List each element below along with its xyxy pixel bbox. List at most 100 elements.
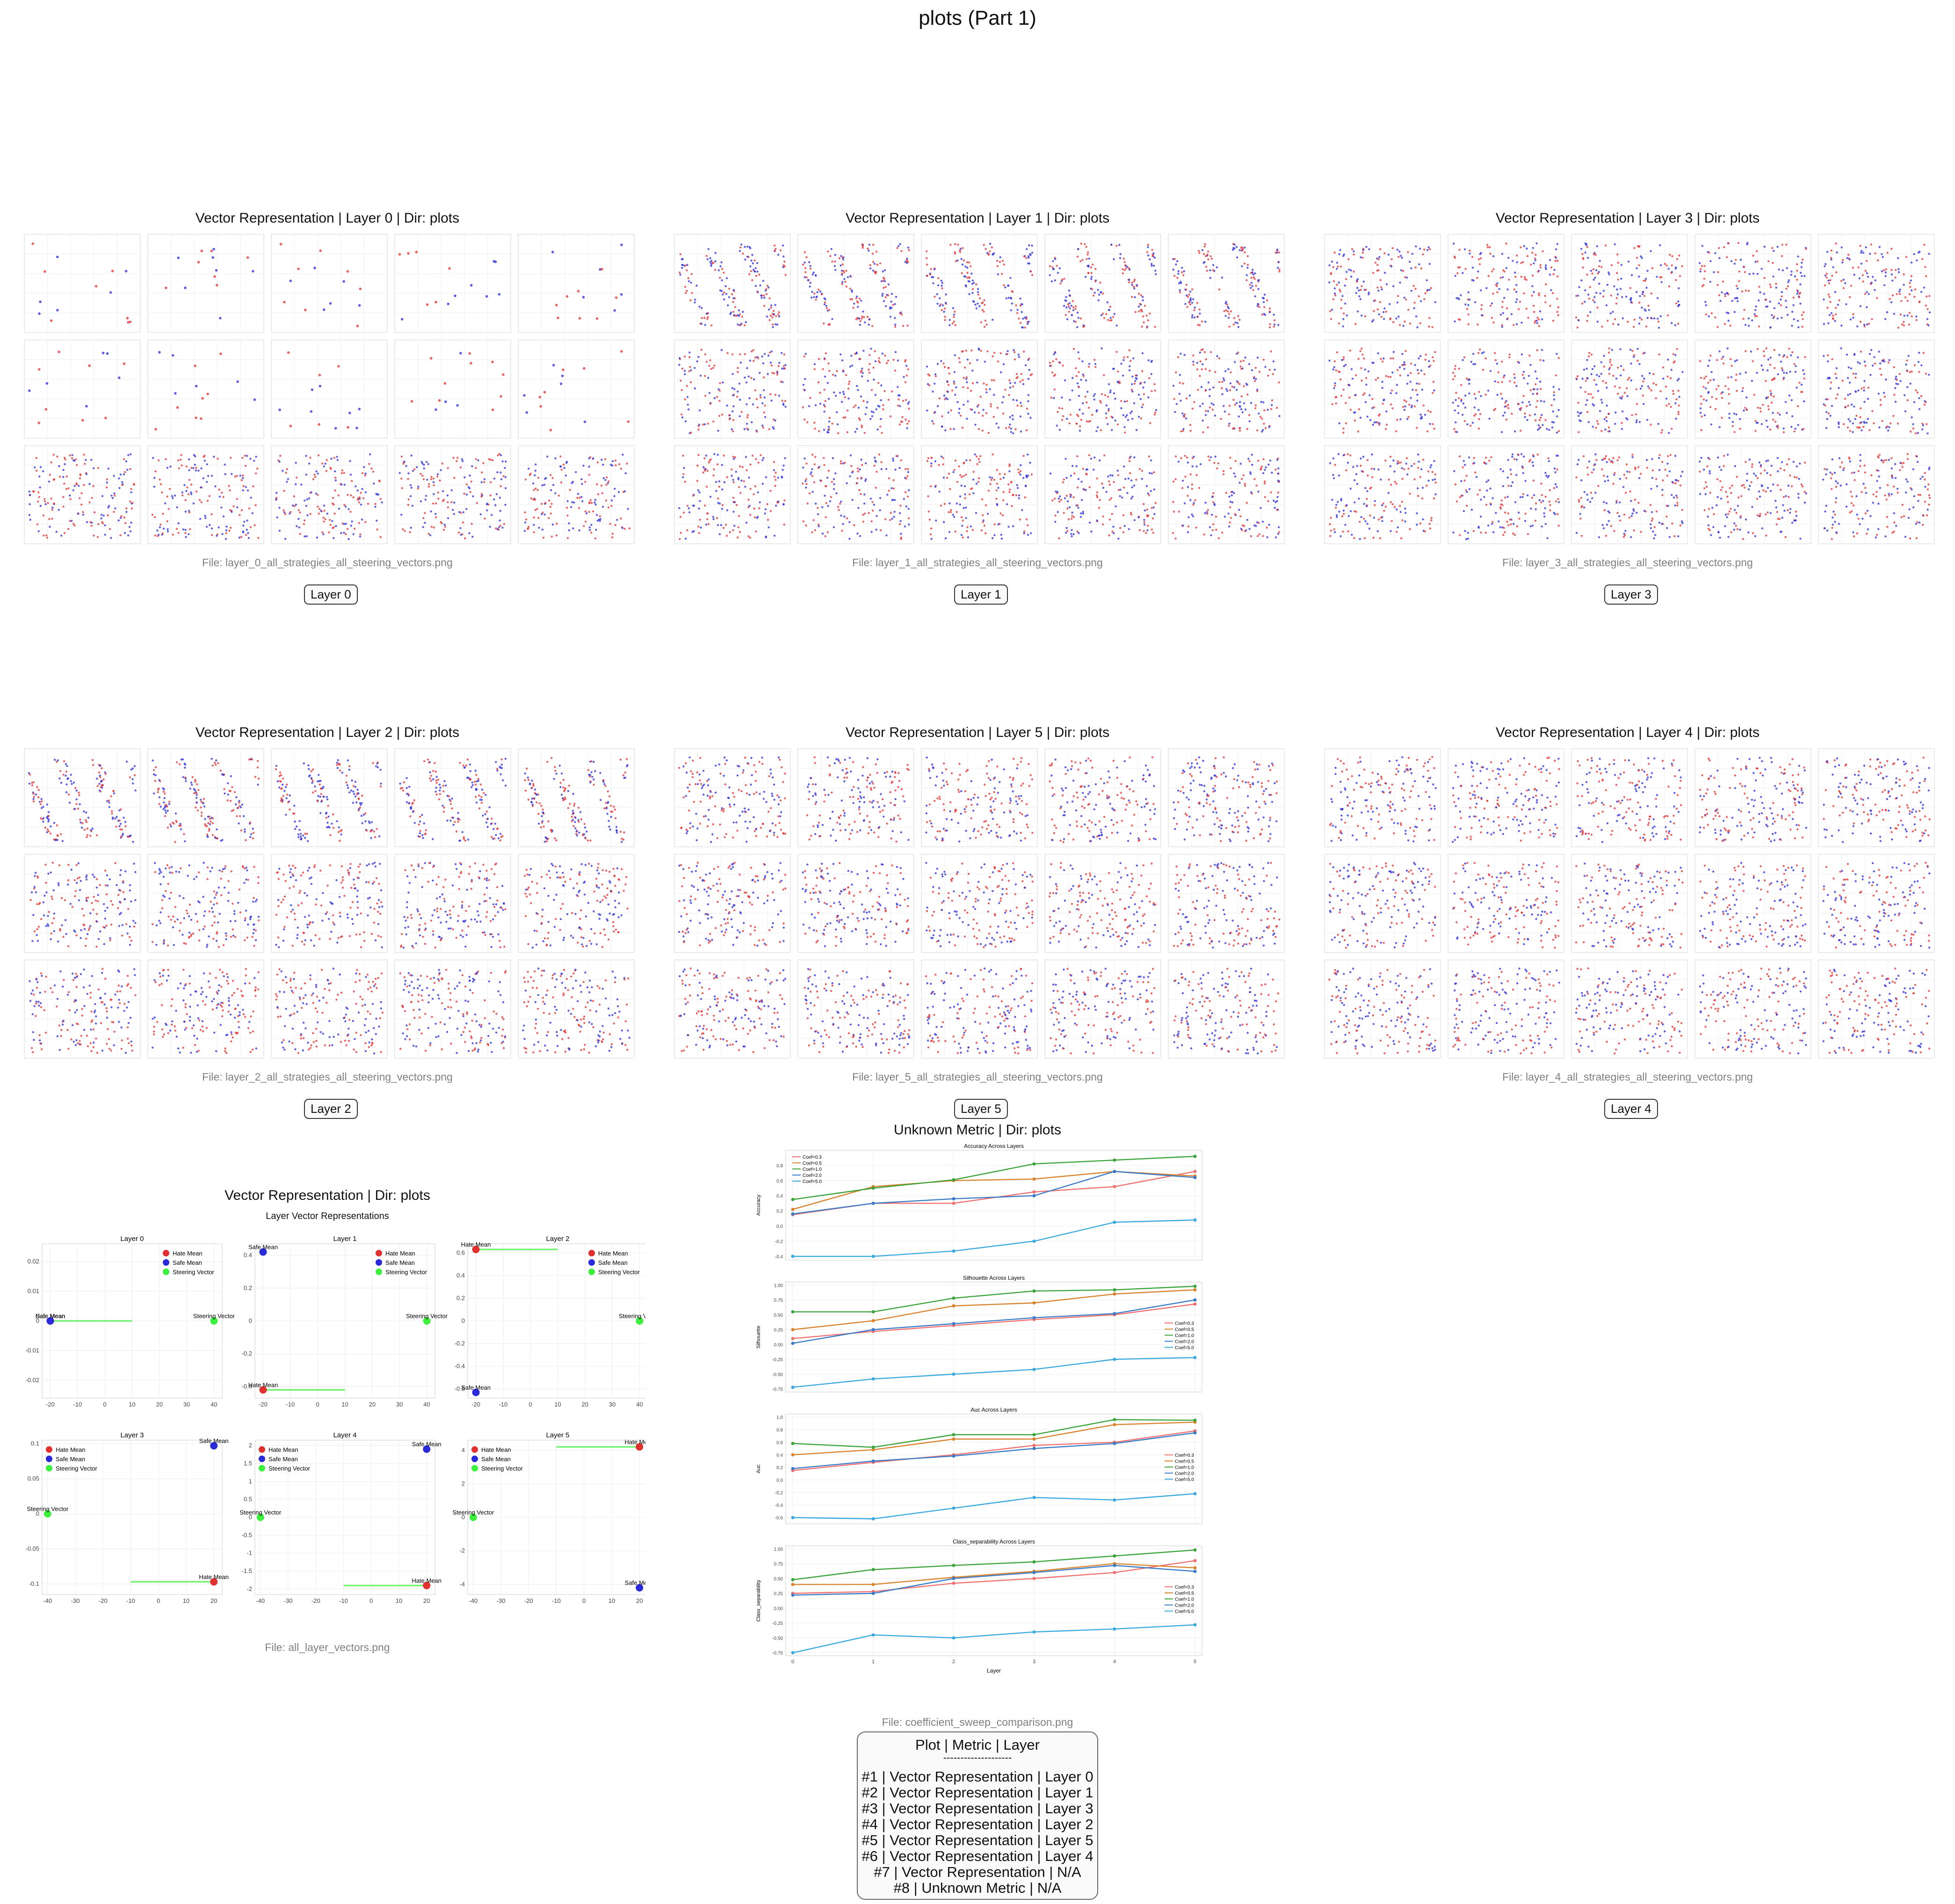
- thumbnail-subplot: [1694, 234, 1811, 333]
- y-tick-label: 0.4: [776, 1194, 783, 1199]
- thumbnail-subplot: [1448, 234, 1564, 333]
- thumbnail-subplot: [394, 234, 511, 333]
- y-tick-label: 0.6: [456, 1249, 465, 1256]
- thumbnail-subplot: [147, 234, 264, 333]
- vector-panel-file-caption: File: layer_0_all_strategies_all_steerin…: [202, 556, 453, 569]
- subplot-title: Accuracy Across Layers: [964, 1143, 1024, 1149]
- x-tick-label: 4: [1113, 1659, 1116, 1665]
- thumbnail-subplot: [921, 854, 1038, 953]
- summary-row: #7 | Vector Representation | N/A: [874, 1864, 1081, 1880]
- series-point: [871, 1583, 875, 1587]
- legend-label: Hate Mean: [268, 1446, 298, 1453]
- vector-point: [210, 1442, 218, 1450]
- series-point: [1193, 1492, 1197, 1496]
- x-tick-label: 3: [1033, 1659, 1035, 1665]
- point-label: Safe Mean: [625, 1579, 645, 1587]
- legend-label: Coef=0.5: [1175, 1327, 1194, 1333]
- y-tick-label: 0.2: [776, 1465, 783, 1471]
- thumbnail-subplot: [394, 339, 511, 439]
- y-tick-label: 0.50: [774, 1313, 783, 1318]
- legend-label: Coef=0.3: [1175, 1585, 1194, 1590]
- series-point: [871, 1377, 875, 1381]
- y-tick-label: -0.75: [772, 1651, 783, 1656]
- y-tick-label: 1.5: [244, 1460, 252, 1467]
- x-tick-label: -20: [524, 1597, 533, 1604]
- layer-badge: Layer 4: [1604, 1099, 1658, 1119]
- vector-point: [472, 1388, 480, 1396]
- series-point: [1113, 1571, 1116, 1574]
- point-label: Steering Vector: [27, 1506, 69, 1513]
- thumbnail-subplot: [518, 959, 635, 1059]
- point-label: Steering Vector: [452, 1509, 494, 1516]
- legend-label: Coef=5.0: [803, 1179, 822, 1184]
- thumbnail-subplot: [1448, 339, 1564, 439]
- x-tick-label: -20: [471, 1401, 480, 1408]
- series-point: [791, 1651, 795, 1655]
- series-point: [871, 1255, 875, 1258]
- legend-label: Coef=0.5: [803, 1161, 822, 1166]
- x-tick-label: -30: [284, 1597, 293, 1604]
- series-point: [1032, 1162, 1036, 1166]
- y-tick-label: 0.4: [776, 1453, 783, 1458]
- y-tick-label: 2: [462, 1480, 465, 1487]
- x-tick-label: -20: [259, 1401, 268, 1408]
- legend-marker: [588, 1250, 595, 1256]
- thumbnail-subplot: [921, 339, 1038, 439]
- vector-panel-file-caption: File: layer_2_all_strategies_all_steerin…: [202, 1071, 453, 1083]
- legend-label: Coef=0.5: [1175, 1459, 1194, 1464]
- point-label: Steering Vector: [239, 1509, 282, 1516]
- summary-row: #4 | Vector Representation | Layer 2: [862, 1816, 1093, 1832]
- series-point: [952, 1304, 956, 1308]
- metric-subplot: Class_separability Across Layers Class_se…: [756, 1538, 1202, 1665]
- series-point: [1032, 1177, 1036, 1181]
- metric-subplot: Accuracy Across Layers Accuracy -0.4 -0.2 0.…: [756, 1143, 1202, 1261]
- series-point: [952, 1454, 956, 1458]
- x-tick-label: -40: [43, 1597, 52, 1604]
- series-line: [792, 1493, 1195, 1520]
- thumbnail-subplot: [271, 339, 388, 439]
- legend-marker: [163, 1250, 169, 1256]
- x-tick-label: -10: [286, 1401, 295, 1408]
- series-point: [1113, 1498, 1116, 1502]
- series-point: [1113, 1220, 1116, 1224]
- summary-row: #2 | Vector Representation | Layer 1: [862, 1784, 1093, 1801]
- thumbnail-subplot: [24, 234, 141, 333]
- layer-badge: Layer 0: [304, 584, 358, 605]
- thumbnail-subplot: [1694, 339, 1811, 439]
- legend-marker: [259, 1446, 265, 1453]
- series-point: [1032, 1577, 1036, 1580]
- legend-label: Safe Mean: [385, 1259, 415, 1266]
- point-label: Steering Vector: [619, 1313, 645, 1320]
- y-tick-label: 1: [249, 1478, 252, 1485]
- x-tick-label: -40: [256, 1597, 265, 1604]
- point-label: Hate Mean: [461, 1241, 491, 1248]
- legend-label: Steering Vector: [173, 1269, 215, 1276]
- x-tick-label: 0: [103, 1401, 107, 1408]
- metric-subplot: Auc Across Layers Auc -0.6 -0.4 -0.2 0.0 0.2 0.…: [756, 1406, 1202, 1524]
- vector-panel-title: Vector Representation | Layer 3 | Dir: p…: [1495, 210, 1760, 226]
- y-tick-label: 0.50: [774, 1577, 783, 1582]
- series-line: [792, 1549, 1195, 1580]
- x-tick-label: 0: [582, 1597, 586, 1604]
- vector-panel-thumbnails: [1324, 234, 1935, 544]
- series-point: [791, 1328, 795, 1332]
- series-point: [952, 1506, 956, 1510]
- thumbnail-subplot: [1694, 959, 1811, 1059]
- vector-point: [636, 1443, 644, 1451]
- y-tick-label: -0.2: [775, 1491, 783, 1496]
- thumbnail-subplot: [394, 959, 511, 1059]
- y-tick-label: -0.2: [242, 1350, 252, 1357]
- y-tick-label: 0: [462, 1514, 465, 1521]
- thumbnail-subplot: [518, 234, 635, 333]
- series-point: [871, 1310, 875, 1314]
- series-line: [792, 1624, 1195, 1653]
- series-point: [871, 1201, 875, 1205]
- x-tick-label: -20: [311, 1597, 320, 1604]
- x-tick-label: 2: [952, 1659, 955, 1665]
- legend-label: Coef=5.0: [1175, 1346, 1194, 1351]
- series-point: [1032, 1447, 1036, 1450]
- y-tick-label: -0.2: [775, 1239, 783, 1244]
- y-tick-label: -0.50: [772, 1636, 783, 1641]
- series-point: [1032, 1289, 1036, 1293]
- vector-panel-title: Vector Representation | Layer 1 | Dir: p…: [845, 210, 1110, 226]
